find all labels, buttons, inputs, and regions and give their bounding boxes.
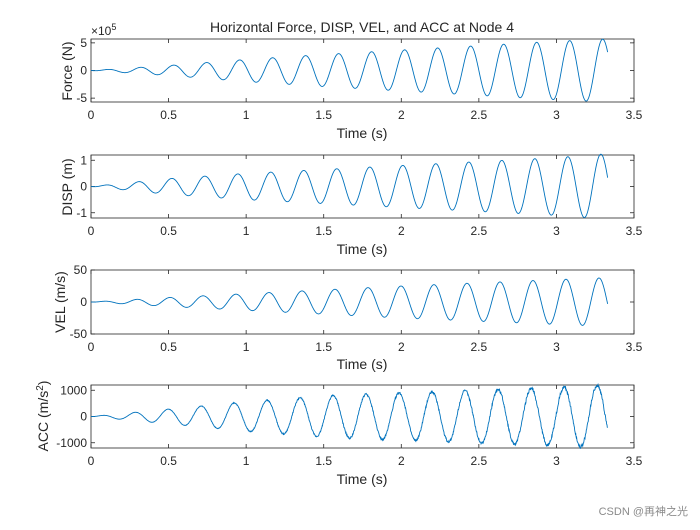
x-ticks-disp: 0 0.5 1 1.5 2 2.5 3 3.5 xyxy=(88,155,643,238)
axis-label-y-disp: DISP (m) xyxy=(59,158,75,215)
x-ticks-force: 0 0.5 1 1.5 2 2.5 3 3.5 xyxy=(88,39,643,122)
series-line-acc xyxy=(90,382,608,449)
x-tick-label: 3.5 xyxy=(626,224,643,238)
x-tick-label: 3 xyxy=(553,224,560,238)
y-tick-label: -1 xyxy=(76,206,87,220)
x-tick-label: 0.5 xyxy=(160,224,177,238)
axes-box-vel xyxy=(90,269,635,335)
acc-label-end: ) xyxy=(35,381,51,386)
acc-label-sup: 2 xyxy=(35,385,46,391)
axis-label-y-vel: VEL (m/s) xyxy=(52,271,68,333)
x-tick-label: 2 xyxy=(398,108,405,122)
series-line-force xyxy=(90,38,609,102)
axis-label-x-disp: Time (s) xyxy=(337,241,388,257)
x-tick-label: 0 xyxy=(88,454,95,468)
x-tick-label: 0.5 xyxy=(160,340,177,354)
x-tick-label: 0.5 xyxy=(160,454,177,468)
y-tick-label: 0 xyxy=(80,64,87,78)
x-tick-label: 3 xyxy=(553,108,560,122)
x-tick-label: 1 xyxy=(243,340,250,354)
axis-label-x-vel: Time (s) xyxy=(337,356,388,372)
x-tick-label: 2 xyxy=(398,454,405,468)
subplot-disp: -101 0 0.5 1 1.5 2 2.5 3 3.5 Time (s) DISP (m) xyxy=(59,153,643,257)
exponent-base: ×10 xyxy=(91,24,112,38)
x-tick-label: 3.5 xyxy=(626,340,643,354)
x-ticks-vel: 0 0.5 1 1.5 2 2.5 3 3.5 xyxy=(88,270,643,354)
y-tick-label: 50 xyxy=(74,263,88,277)
figure-title: Horizontal Force, DISP, VEL, and ACC at … xyxy=(210,19,514,35)
axis-label-x-acc: Time (s) xyxy=(337,471,388,487)
x-tick-label: 0 xyxy=(88,224,95,238)
watermark: CSDN @再神之光 xyxy=(598,506,688,518)
y-tick-label: 1 xyxy=(80,153,87,167)
x-tick-label: 1 xyxy=(243,108,250,122)
y-tick-label: 0 xyxy=(80,295,87,309)
x-tick-label: 3.5 xyxy=(626,108,643,122)
x-tick-label: 3 xyxy=(553,340,560,354)
exponent-label-force: ×105 xyxy=(91,22,116,38)
x-tick-label: 2 xyxy=(398,224,405,238)
x-ticks-acc: 0 0.5 1 1.5 2 2.5 3 3.5 xyxy=(88,385,643,468)
y-tick-label: 0 xyxy=(80,410,87,424)
series-line-vel xyxy=(90,277,609,326)
y-tick-label: 1000 xyxy=(60,383,87,397)
x-tick-label: 2.5 xyxy=(471,454,488,468)
axis-label-y-force: Force (N) xyxy=(59,41,75,100)
x-tick-label: 2.5 xyxy=(471,108,488,122)
axis-label-y-acc: ACC (m/s2) xyxy=(35,381,51,452)
axes-box-acc xyxy=(90,384,635,449)
x-tick-label: 0 xyxy=(88,340,95,354)
x-tick-label: 2.5 xyxy=(471,340,488,354)
y-ticks-vel: -50 0 50 xyxy=(70,263,634,341)
subplot-force: -505 0 0.5 1 1.5 2 2.5 3 3.5 Time (s) Force (N)… xyxy=(59,22,643,141)
y-tick-label: 5 xyxy=(80,36,87,50)
x-tick-label: 1.5 xyxy=(315,340,332,354)
x-tick-label: 1.5 xyxy=(315,224,332,238)
x-tick-label: 0.5 xyxy=(160,108,177,122)
axes-box-disp xyxy=(90,154,635,219)
x-tick-label: 3 xyxy=(553,454,560,468)
x-tick-label: 2 xyxy=(398,340,405,354)
exponent-power: 5 xyxy=(111,22,116,32)
y-tick-label: 0 xyxy=(80,180,87,194)
series-line-disp xyxy=(90,153,609,218)
x-tick-label: 3.5 xyxy=(626,454,643,468)
acc-label-main: ACC (m/s xyxy=(35,391,51,452)
y-tick-label: -1000 xyxy=(56,436,87,450)
x-tick-label: 1.5 xyxy=(315,454,332,468)
x-tick-label: 1 xyxy=(243,224,250,238)
x-tick-label: 1 xyxy=(243,454,250,468)
axis-label-x-force: Time (s) xyxy=(337,125,388,141)
axes-box-force xyxy=(90,38,635,103)
y-tick-label: -5 xyxy=(76,91,87,105)
x-tick-label: 1.5 xyxy=(315,108,332,122)
x-tick-label: 2.5 xyxy=(471,224,488,238)
y-tick-label: -50 xyxy=(70,327,88,341)
x-tick-label: 0 xyxy=(88,108,95,122)
